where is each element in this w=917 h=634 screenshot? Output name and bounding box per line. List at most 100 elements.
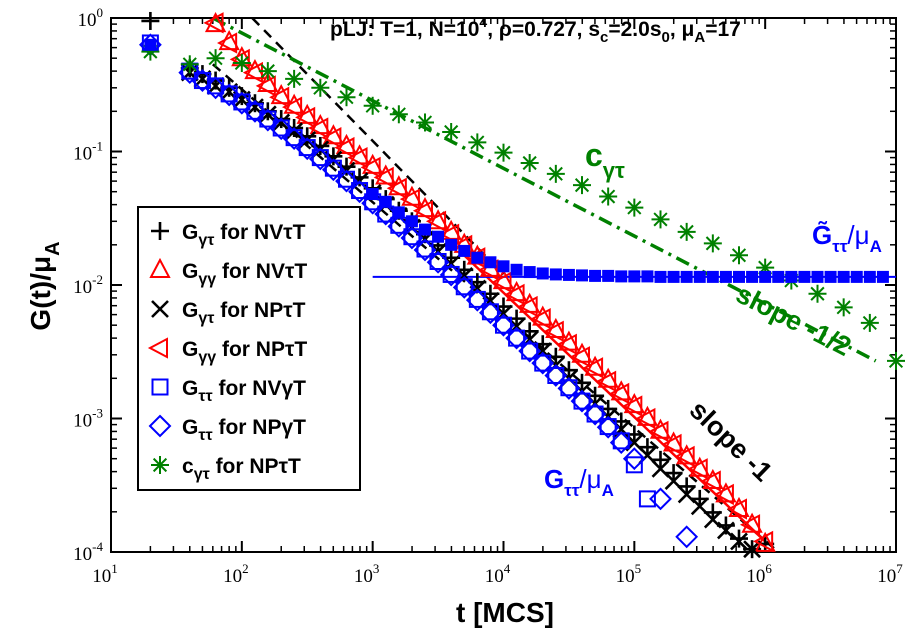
data-point: [191, 69, 214, 92]
data-point: [638, 438, 657, 457]
data-point: [876, 270, 889, 283]
x-tick-label: 101: [92, 561, 118, 587]
legend-entry: Gγτ for NVτT: [151, 221, 306, 249]
data-point: [374, 202, 398, 226]
data-point: [741, 512, 763, 533]
legend: Gγτ for NVτT Gγγ for NVτT Gγτ for NPτT Gγγ …: [137, 206, 361, 491]
series-7: [144, 38, 889, 283]
data-point: [562, 268, 575, 281]
data-point: [732, 270, 745, 283]
data-point: [570, 389, 594, 413]
data-point: [850, 270, 863, 283]
data-point: [628, 270, 641, 283]
legend-label: Gττ for NVγT: [182, 377, 306, 405]
data-point: [759, 270, 772, 283]
data-point: [625, 198, 644, 217]
data-point: [204, 11, 227, 33]
annotation-g-tilde: G̃ττ/μA: [812, 220, 882, 256]
data-point: [549, 268, 562, 281]
data-point: [530, 307, 551, 330]
x-tick-label: 107: [877, 561, 903, 587]
data-point: [518, 339, 542, 363]
data-point: [609, 431, 633, 455]
data-point: [308, 117, 329, 139]
data-point: [425, 210, 447, 232]
data-point: [373, 166, 394, 189]
annotation-c-gamma-tau: cγτ: [585, 137, 625, 183]
data-point: [203, 12, 224, 34]
data-point: [615, 270, 628, 283]
data-point: [730, 532, 748, 551]
data-point: [523, 266, 536, 279]
data-point: [405, 215, 418, 228]
data-point: [596, 415, 620, 439]
data-point: [427, 209, 449, 230]
data-point: [347, 146, 368, 169]
data-point: [285, 69, 304, 88]
data-point: [837, 270, 850, 283]
data-point: [484, 256, 497, 269]
data-point: [141, 11, 160, 30]
data-point: [439, 223, 460, 245]
data-point: [416, 113, 435, 132]
data-point: [379, 195, 392, 208]
data-point: [442, 265, 460, 283]
y-tick-label: 10-1: [73, 139, 103, 165]
data-point: [648, 420, 669, 443]
data-point: [753, 530, 774, 553]
data-point: [272, 119, 290, 137]
data-point: [455, 278, 473, 296]
data-point: [811, 270, 824, 283]
data-point: [497, 260, 510, 273]
y-tick-label: 100: [78, 5, 104, 31]
data-point: [308, 147, 332, 171]
data-point: [520, 154, 539, 173]
data-point: [144, 38, 157, 51]
data-point: [387, 214, 411, 238]
data-point: [602, 269, 615, 282]
y-axis-title: G(t)/μA: [25, 241, 64, 330]
legend-label: Gγγ for NVτT: [182, 260, 307, 288]
data-point: [576, 269, 589, 282]
y-tick-label: 10-3: [73, 406, 103, 432]
data-point: [193, 72, 211, 90]
data-point: [361, 191, 385, 215]
legend-label: cγτ for NPτT: [182, 455, 301, 483]
data-point: [510, 263, 523, 276]
series-6: [141, 42, 905, 370]
data-point: [392, 206, 405, 219]
legend-marker: [147, 337, 168, 359]
data-point: [419, 223, 432, 236]
data-point: [334, 136, 355, 159]
data-point: [674, 445, 695, 468]
data-point: [491, 271, 512, 293]
reference-line: [212, 16, 877, 363]
axes-layer: 101 102 103 104 105 106 107 10-4 10-3 10-2 10-1 100: [73, 5, 903, 587]
data-point: [204, 76, 227, 100]
data-point: [635, 407, 656, 430]
data-point: [536, 267, 549, 280]
data-point: [667, 270, 680, 283]
data-point: [531, 351, 555, 375]
data-point: [295, 137, 319, 161]
data-point: [445, 238, 458, 251]
data-point: [641, 270, 654, 283]
data-point: [360, 156, 381, 179]
data-point: [719, 270, 732, 283]
data-point: [573, 176, 592, 195]
data-point: [481, 303, 499, 321]
data-point: [573, 392, 591, 410]
data-point: [584, 355, 606, 376]
data-point: [664, 464, 683, 483]
data-point: [258, 62, 277, 81]
data-point: [281, 96, 303, 118]
x-tick-label: 104: [485, 561, 511, 587]
data-point: [321, 126, 342, 149]
data-point: [255, 75, 276, 97]
data-point: [649, 487, 672, 511]
data-point: [534, 354, 552, 372]
data-point: [583, 402, 607, 426]
legend-marker: [151, 300, 169, 318]
data-point: [693, 270, 706, 283]
data-point: [798, 270, 811, 283]
